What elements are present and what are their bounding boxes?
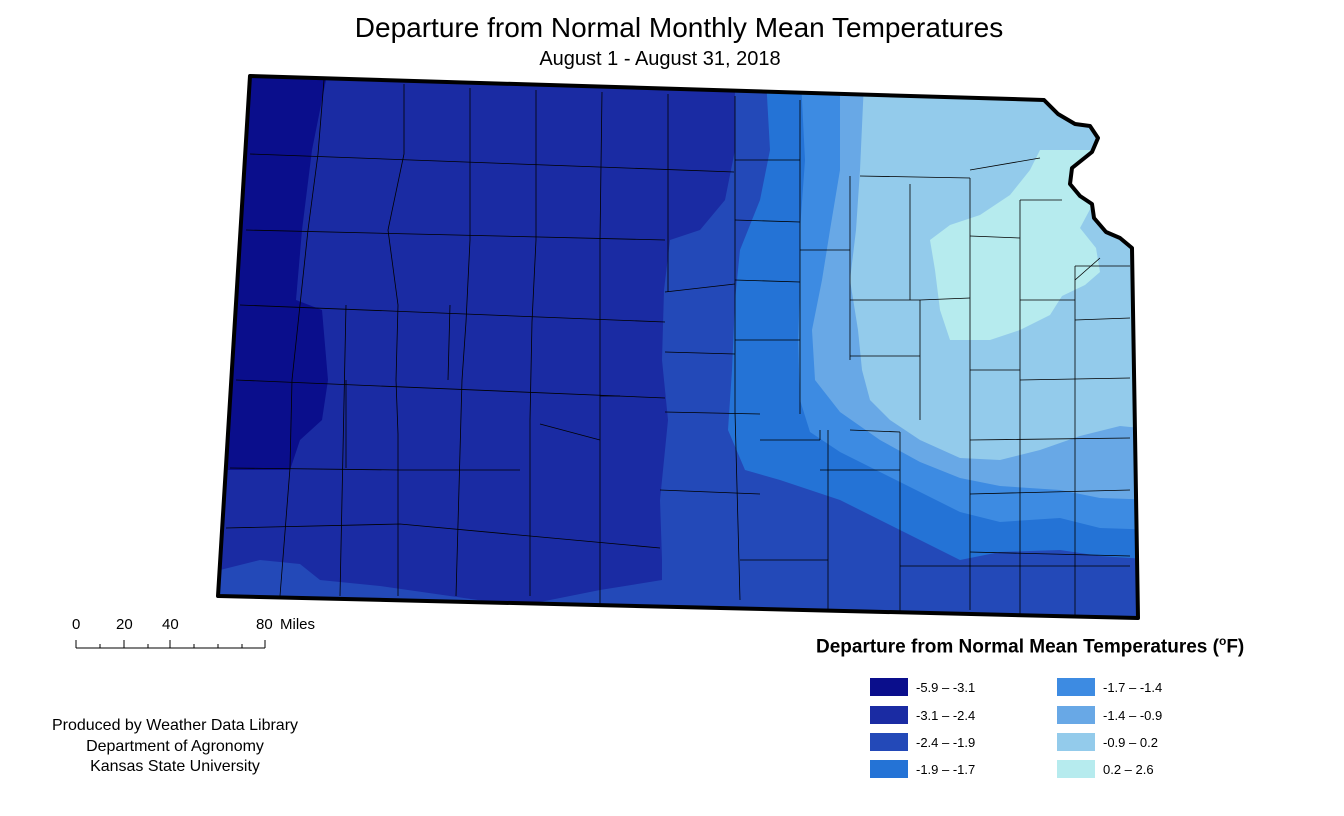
legend-item: -5.9 – -3.1 <box>870 677 975 697</box>
legend-title-text: Departure from Normal Mean Temperatures … <box>816 636 1219 658</box>
legend-swatch <box>870 678 908 696</box>
legend-swatch <box>1057 678 1095 696</box>
county-lines <box>225 79 1131 616</box>
legend-label: -0.9 – 0.2 <box>1103 734 1158 750</box>
legend-item: -1.7 – -1.4 <box>1057 677 1162 697</box>
credits-line-2: Department of Agronomy <box>86 737 264 755</box>
scale-tick-40: 40 <box>162 616 179 633</box>
legend-label: -5.9 – -3.1 <box>916 679 976 695</box>
legend-swatch <box>1057 733 1095 751</box>
legend-item: -1.9 – -1.7 <box>870 759 975 779</box>
legend-label: -1.7 – -1.4 <box>1103 679 1163 695</box>
scale-tick-0: 0 <box>72 616 81 633</box>
legend-label: -2.4 – -1.9 <box>916 734 976 750</box>
legend-label: -1.9 – -1.7 <box>916 761 976 777</box>
zone-c8 <box>930 150 1100 340</box>
legend-swatch <box>1057 760 1095 778</box>
legend-title: Departure from Normal Mean Temperatures … <box>816 634 1244 658</box>
scale-tick-20: 20 <box>116 616 133 633</box>
legend-label: 0.2 – 2.6 <box>1103 761 1154 777</box>
credits: Produced by Weather Data Library Departm… <box>38 716 312 778</box>
legend-item: -2.4 – -1.9 <box>870 732 975 752</box>
kansas-state-outline <box>216 74 1140 620</box>
credits-line-3: Kansas State University <box>90 758 260 775</box>
scale-tick-80: 80 <box>256 616 273 633</box>
scale-bar: 0 20 40 80 Miles <box>70 616 330 656</box>
credits-line-1: Produced by Weather Data Library <box>51 717 299 734</box>
legend-swatch <box>870 706 908 724</box>
legend-item: -0.9 – 0.2 <box>1057 732 1158 752</box>
legend-title-unit: F) <box>1226 636 1245 658</box>
legend-item: -1.4 – -0.9 <box>1057 705 1162 725</box>
scale-unit: Miles <box>280 616 316 633</box>
legend-swatch <box>1057 706 1095 724</box>
scale-bar-graphic <box>75 640 266 649</box>
legend-item: -3.1 – -2.4 <box>870 705 975 725</box>
legend-label: -1.4 – -0.9 <box>1103 707 1163 723</box>
county-rows <box>225 153 1131 567</box>
map-title: Departure from Normal Monthly Mean Tempe… <box>354 12 1004 43</box>
legend-swatch <box>870 760 908 778</box>
legend-item: 0.2 – 2.6 <box>1057 759 1154 779</box>
legend-swatch <box>870 733 908 751</box>
county-columns <box>279 79 1076 616</box>
map-subtitle: August 1 - August 31, 2018 <box>539 48 781 70</box>
legend-title-degree: o <box>1218 634 1227 648</box>
legend-label: -3.1 – -2.4 <box>916 707 976 723</box>
